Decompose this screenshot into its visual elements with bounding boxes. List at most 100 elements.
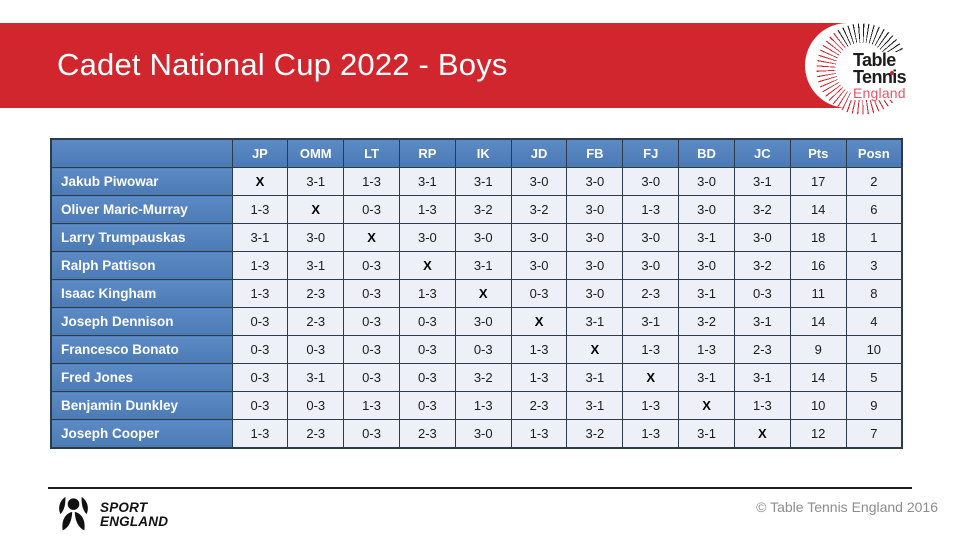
- score-cell: 1-3: [622, 419, 680, 449]
- sport-england-line1: SPORT: [100, 499, 148, 515]
- column-header: JP: [231, 138, 289, 168]
- score-cell: 2-3: [287, 279, 345, 308]
- score-cell: 0-3: [733, 279, 791, 308]
- score-cell: 1-3: [510, 335, 568, 364]
- score-cell: 1-3: [231, 419, 289, 449]
- score-cell: 0-3: [343, 195, 400, 224]
- self-match-cell: X: [510, 307, 568, 336]
- score-cell: 3-1: [566, 307, 624, 336]
- column-header: FJ: [622, 138, 680, 168]
- score-cell: 1-3: [398, 279, 456, 308]
- score-cell: 4: [845, 307, 903, 336]
- self-match-cell: X: [287, 195, 345, 224]
- score-cell: 0-3: [343, 419, 400, 449]
- self-match-cell: X: [454, 279, 512, 308]
- score-cell: 3-1: [733, 167, 791, 196]
- self-match-cell: X: [622, 363, 680, 392]
- score-cell: 3-2: [566, 419, 624, 449]
- table-row: Larry Trumpauskas 3-1 3-0 X 3-0 3-0 3-0 3-0 3-0 3…: [50, 223, 903, 252]
- score-cell: 1-3: [231, 251, 289, 280]
- score-cell: 1-3: [510, 363, 568, 392]
- score-cell: 9: [845, 391, 903, 420]
- score-cell: 1-3: [398, 195, 456, 224]
- score-cell: 3-2: [454, 195, 512, 224]
- column-header: JC: [733, 138, 791, 168]
- score-cell: 2-3: [398, 419, 456, 449]
- score-cell: 3: [845, 251, 903, 280]
- score-cell: 3-0: [510, 167, 568, 196]
- score-cell: 1-3: [510, 419, 568, 449]
- column-header: Posn: [845, 138, 903, 168]
- score-cell: 0-3: [343, 279, 400, 308]
- column-header: OMM: [287, 138, 345, 168]
- score-cell: 14: [789, 195, 847, 224]
- score-cell: 1-3: [231, 195, 289, 224]
- score-cell: 0-3: [231, 335, 289, 364]
- score-cell: 14: [789, 363, 847, 392]
- score-cell: 3-0: [566, 279, 624, 308]
- score-cell: 3-1: [678, 223, 735, 252]
- table-row: Benjamin Dunkley 0-3 0-3 1-3 0-3 1-3 2-3 3-1 1-3…: [50, 391, 903, 420]
- score-cell: 1-3: [622, 195, 680, 224]
- score-cell: 3-1: [678, 419, 735, 449]
- score-cell: 3-1: [231, 223, 289, 252]
- score-cell: 3-1: [454, 167, 512, 196]
- corner-cell: [50, 138, 233, 168]
- sport-england-logo: SPORT ENGLAND: [55, 496, 168, 534]
- player-name: Joseph Cooper: [50, 419, 233, 449]
- column-header: JD: [510, 138, 568, 168]
- score-cell: 3-0: [622, 223, 680, 252]
- score-cell: 0-3: [287, 335, 345, 364]
- score-cell: 1-3: [622, 335, 680, 364]
- score-cell: 0-3: [343, 363, 400, 392]
- self-match-cell: X: [231, 167, 289, 196]
- score-cell: 3-0: [566, 251, 624, 280]
- score-cell: 3-0: [678, 167, 735, 196]
- score-cell: 3-0: [510, 223, 568, 252]
- player-name: Oliver Maric-Murray: [50, 195, 233, 224]
- score-cell: 0-3: [454, 335, 512, 364]
- table-row: Joseph Cooper 1-3 2-3 0-3 2-3 3-0 1-3 3-2 1-3 3-1…: [50, 419, 903, 449]
- player-name: Joseph Dennison: [50, 307, 233, 336]
- score-cell: 3-1: [566, 391, 624, 420]
- score-cell: 0-3: [343, 251, 400, 280]
- sport-england-line2: ENGLAND: [100, 514, 169, 529]
- score-cell: 0-3: [287, 391, 345, 420]
- score-cell: 17: [789, 167, 847, 196]
- self-match-cell: X: [343, 223, 400, 252]
- column-header: LT: [343, 138, 400, 168]
- score-cell: 3-0: [622, 251, 680, 280]
- score-cell: 0-3: [231, 307, 289, 336]
- score-cell: 0-3: [510, 279, 568, 308]
- score-cell: 2-3: [733, 335, 791, 364]
- score-cell: 3-1: [678, 363, 735, 392]
- score-cell: 1-3: [454, 391, 512, 420]
- tte-logo-line3: England: [853, 85, 906, 102]
- score-cell: 3-0: [454, 223, 512, 252]
- title-banner: Cadet National Cup 2022 - Boys Table Ten…: [0, 22, 960, 116]
- score-cell: 3-2: [678, 307, 735, 336]
- score-cell: 5: [845, 363, 903, 392]
- table-row: Jakub Piwowar X 3-1 1-3 3-1 3-1 3-0 3-0 3-0 3-0 3-…: [50, 167, 903, 196]
- score-cell: 3-0: [566, 195, 624, 224]
- score-cell: 3-1: [678, 279, 735, 308]
- score-cell: 3-0: [622, 167, 680, 196]
- sport-england-icon: [59, 496, 88, 531]
- score-cell: 7: [845, 419, 903, 449]
- table-row: Oliver Maric-Murray 1-3 X 0-3 1-3 3-2 3-2 3-0 1-…: [50, 195, 903, 224]
- score-cell: 0-3: [231, 391, 289, 420]
- tte-logo-line2: Tennis: [853, 66, 907, 87]
- score-cell: 3-0: [510, 251, 568, 280]
- score-cell: 10: [845, 335, 903, 364]
- score-cell: 3-0: [678, 251, 735, 280]
- column-header: IK: [454, 138, 512, 168]
- page-title: Cadet National Cup 2022 - Boys: [57, 47, 508, 82]
- score-cell: 0-3: [343, 335, 400, 364]
- sport-england-wordmark: SPORT ENGLAND: [100, 499, 169, 529]
- table-row: Ralph Pattison 1-3 3-1 0-3 X 3-1 3-0 3-0 3-0 3-0 3…: [50, 251, 903, 280]
- player-name: Fred Jones: [50, 363, 233, 392]
- score-cell: 2-3: [510, 391, 568, 420]
- score-cell: 3-1: [398, 167, 456, 196]
- score-cell: 2-3: [622, 279, 680, 308]
- player-name: Isaac Kingham: [50, 279, 233, 308]
